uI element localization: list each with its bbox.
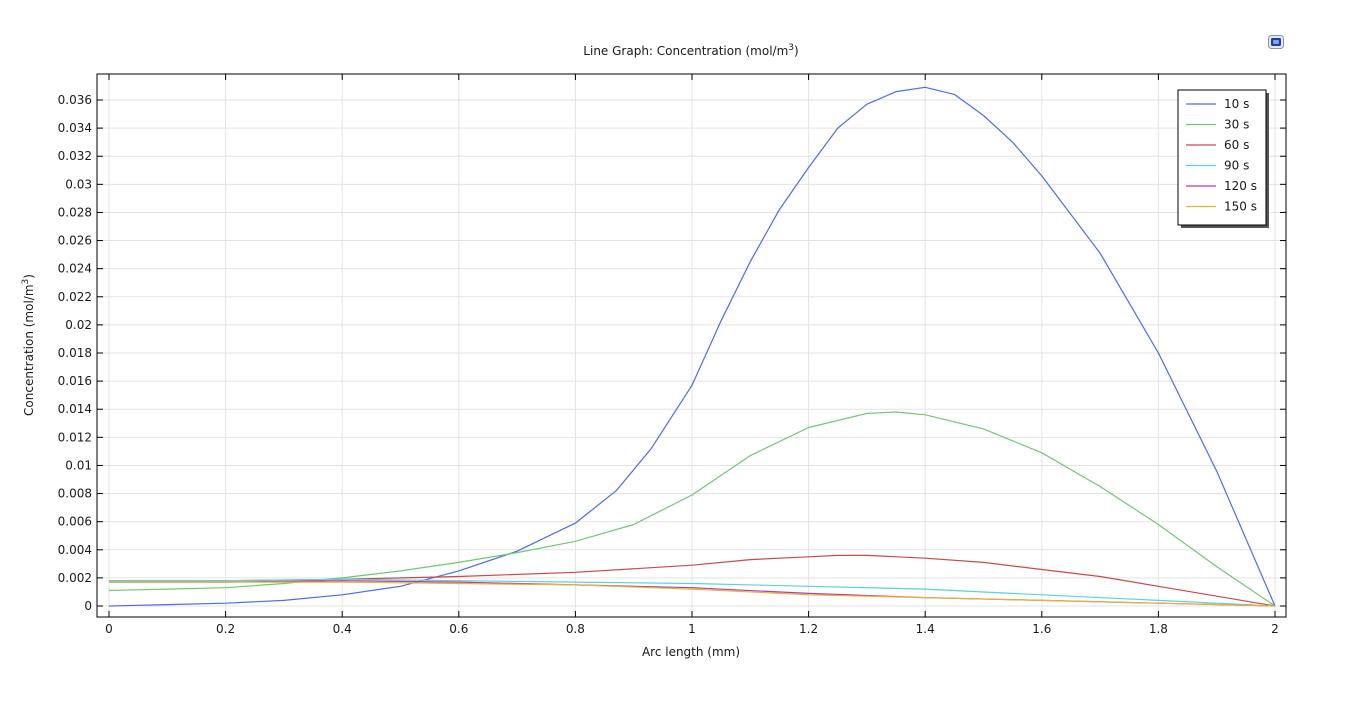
series-line bbox=[109, 581, 1276, 607]
y-tick-label: 0.03 bbox=[65, 177, 92, 191]
chart-title: Line Graph: Concentration (mol/m3) bbox=[583, 43, 798, 58]
y-tick-label: 0.002 bbox=[58, 571, 92, 585]
legend-label: 60 s bbox=[1224, 138, 1249, 152]
legend-label: 120 s bbox=[1224, 179, 1257, 193]
y-axis-title: Concentration (mol/m3) bbox=[21, 274, 36, 416]
legend-label: 90 s bbox=[1224, 159, 1249, 173]
y-tick-label: 0.032 bbox=[58, 149, 92, 163]
y-tick-label: 0 bbox=[84, 599, 92, 613]
x-tick-label: 1.6 bbox=[1032, 622, 1051, 636]
x-tick-label: 0.6 bbox=[449, 622, 468, 636]
series-lines bbox=[108, 86, 1276, 607]
y-tick-label: 0.018 bbox=[58, 346, 92, 360]
y-tick-label: 0.012 bbox=[58, 430, 92, 444]
series-line bbox=[109, 578, 1276, 607]
legend-box bbox=[1177, 89, 1267, 226]
x-tick-label: 1.4 bbox=[916, 622, 935, 636]
x-tick-label: 2 bbox=[1271, 622, 1279, 636]
y-tick-label: 0.034 bbox=[58, 121, 92, 135]
x-tick-label: 1 bbox=[688, 622, 696, 636]
series-line bbox=[109, 554, 1276, 607]
y-tick-label: 0.006 bbox=[58, 515, 92, 529]
image-export-icon[interactable] bbox=[1268, 34, 1284, 49]
x-tick-label: 0 bbox=[105, 622, 113, 636]
legend-label: 10 s bbox=[1224, 97, 1249, 111]
y-tick-label: 0.004 bbox=[58, 543, 92, 557]
x-tick-label: 0.2 bbox=[216, 622, 235, 636]
y-tick-label: 0.026 bbox=[58, 234, 92, 248]
x-tick-label: 1.2 bbox=[799, 622, 818, 636]
grid bbox=[97, 74, 1286, 617]
y-tick-label: 0.01 bbox=[65, 458, 92, 472]
y-tick-label: 0.036 bbox=[58, 93, 92, 107]
legend: 10 s 30 s 60 s 90 s 120 s 150 s bbox=[1177, 89, 1269, 228]
y-tick-label: 0.008 bbox=[58, 487, 92, 501]
x-tick-label: 0.8 bbox=[566, 622, 585, 636]
y-tick-label: 0.028 bbox=[58, 205, 92, 219]
y-tick-label: 0.014 bbox=[58, 402, 92, 416]
legend-label: 30 s bbox=[1224, 118, 1249, 132]
x-axis-title: Arc length (mm) bbox=[642, 645, 740, 659]
y-tick-label: 0.024 bbox=[58, 262, 92, 276]
series-line bbox=[108, 86, 1276, 607]
x-tick-label: 1.8 bbox=[1149, 622, 1168, 636]
y-tick-label: 0.016 bbox=[58, 374, 92, 388]
x-tick-label: 0.4 bbox=[333, 622, 352, 636]
legend-label: 150 s bbox=[1224, 200, 1257, 214]
y-tick-label: 0.02 bbox=[65, 318, 92, 332]
axis-ticks: 0 0.2 0.4 0.6 0.8 1 1.2 1.4 1.6 1.8 2 0 0.002 0.004 0.… bbox=[58, 74, 1286, 636]
y-tick-label: 0.022 bbox=[58, 290, 92, 304]
